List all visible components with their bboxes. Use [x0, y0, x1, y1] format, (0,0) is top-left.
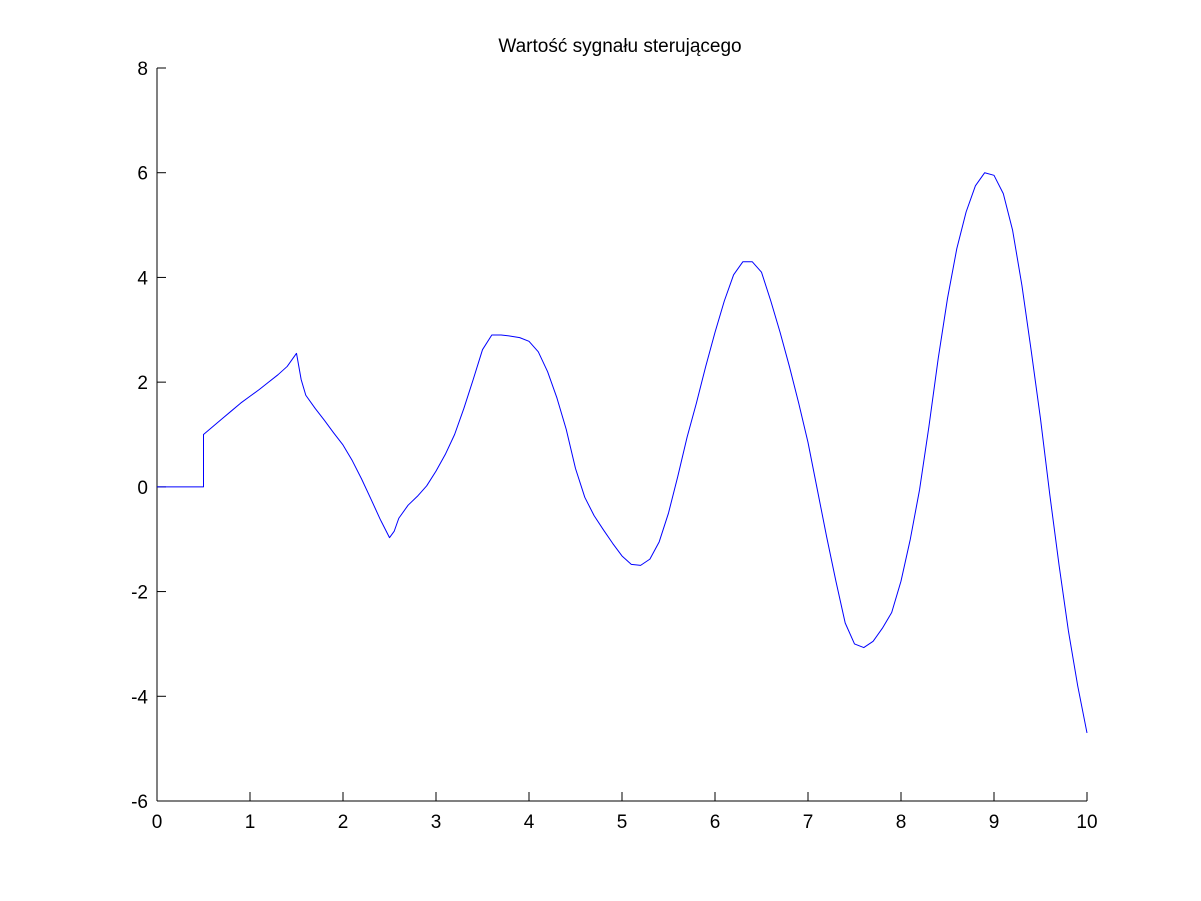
- x-tick-label: 0: [152, 812, 163, 833]
- ticks: 0 1 2 3 4 5 6 7 8 9 10 -6 -4 -2 0 2 4 6 8: [131, 59, 1097, 833]
- series-line-0: [157, 172, 1088, 734]
- chart-title: Wartość sygnału sterującego: [498, 36, 741, 57]
- x-tick-label: 2: [338, 812, 349, 833]
- x-tick-label: 9: [989, 812, 1000, 833]
- y-tick-label: 8: [137, 59, 148, 80]
- y-tick-label: 2: [137, 373, 148, 394]
- y-tick-label: -4: [131, 687, 148, 708]
- y-tick-label: 0: [137, 478, 148, 499]
- y-tick-label: -6: [131, 792, 148, 813]
- x-tick-label: 10: [1076, 812, 1097, 833]
- y-tick-label: 6: [137, 164, 148, 185]
- axes: [156, 68, 1087, 802]
- x-tick-label: 8: [896, 812, 907, 833]
- y-tick-label: -2: [131, 583, 148, 604]
- x-tick-label: 3: [431, 812, 442, 833]
- x-tick-label: 1: [245, 812, 256, 833]
- x-tick-label: 7: [803, 812, 814, 833]
- x-tick-label: 5: [617, 812, 628, 833]
- y-tick-label: 4: [137, 268, 148, 289]
- series-layer: [157, 172, 1088, 734]
- x-tick-label: 4: [524, 812, 535, 833]
- x-tick-label: 6: [710, 812, 721, 833]
